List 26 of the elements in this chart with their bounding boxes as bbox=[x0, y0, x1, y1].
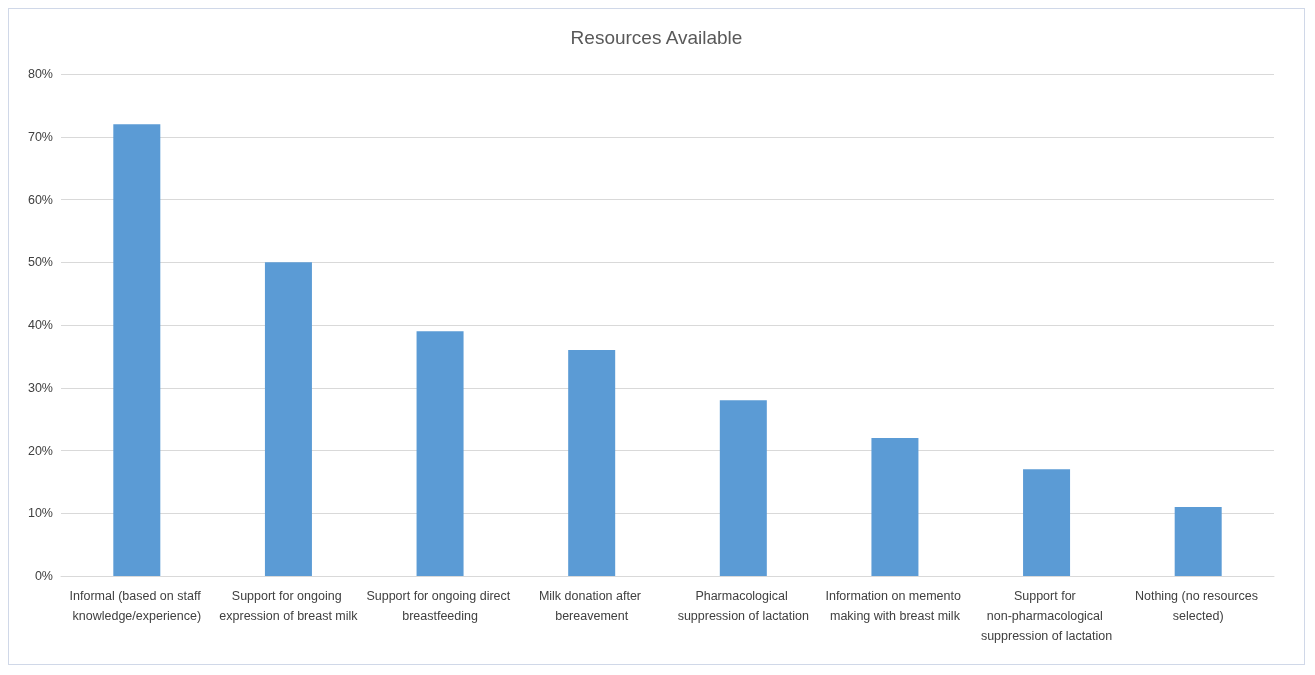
bar bbox=[719, 400, 767, 576]
x-tick-label: Support for non-pharmacological suppression of lactation bbox=[980, 589, 1113, 643]
y-tick-label: 0% bbox=[34, 569, 53, 583]
bar bbox=[113, 124, 161, 576]
y-tick-label: 70% bbox=[27, 129, 53, 144]
x-tick-label: Support for ongoing direct breastfeeding bbox=[366, 589, 514, 623]
x-tick-label: Informal (based on staff knowledge/experience) bbox=[69, 589, 205, 623]
bar bbox=[264, 262, 312, 576]
bar bbox=[568, 350, 616, 576]
y-tick-label: 30% bbox=[27, 380, 53, 395]
y-tick-label: 60% bbox=[27, 192, 53, 207]
x-tick-label: Support for ongoing expression of breast milk bbox=[219, 589, 359, 623]
bar bbox=[1023, 469, 1071, 576]
y-tick-label: 40% bbox=[27, 318, 53, 332]
bar bbox=[1174, 506, 1222, 576]
x-tick-label: Nothing (no resources selected) bbox=[1134, 589, 1262, 623]
y-tick-label: 80% bbox=[27, 67, 53, 81]
bar bbox=[416, 331, 464, 576]
bar bbox=[871, 437, 919, 576]
chart-title: Resources Available bbox=[570, 27, 743, 48]
y-tick-label: 50% bbox=[27, 255, 53, 270]
y-tick-label: 20% bbox=[27, 443, 53, 458]
x-tick-label: Pharmacological suppression of lactation bbox=[677, 589, 810, 623]
y-tick-label: 10% bbox=[27, 506, 53, 521]
x-tick-label: Milk donation after bereavement bbox=[538, 589, 645, 623]
x-tick-label: Information on memento making with breast milk bbox=[825, 589, 965, 623]
